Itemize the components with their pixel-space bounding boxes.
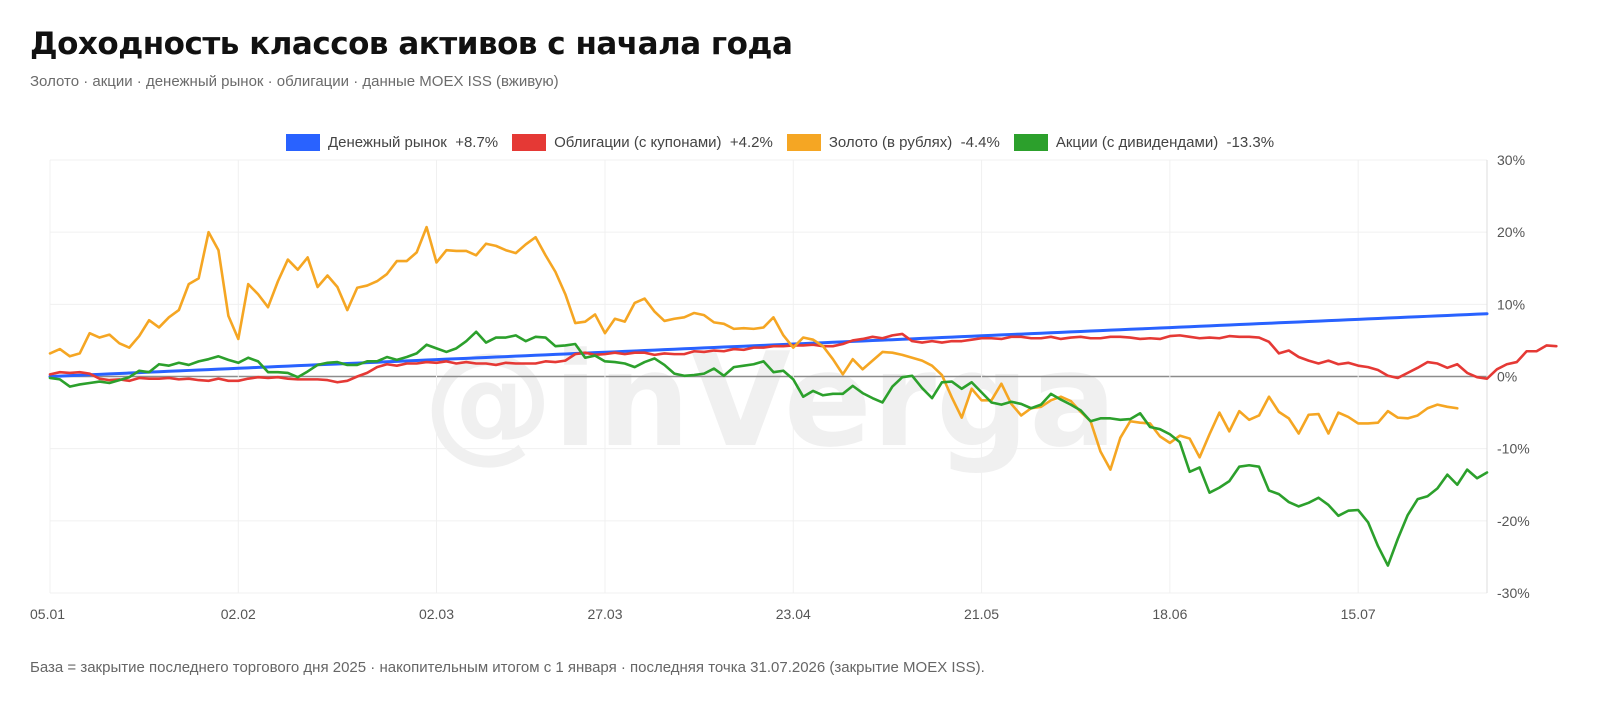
x-tick-label: 02.03	[419, 606, 454, 622]
y-tick-label: -20%	[1497, 513, 1530, 529]
chart-series	[48, 225, 1558, 567]
series-line-1	[48, 312, 1489, 378]
legend-item-stocks[interactable]: Акции (с дивидендами) -13.3%	[1013, 134, 1275, 151]
line-chart: @inVerga 30% 20% 10% 0% -10% -20% -30% 05.01 02…	[30, 152, 1558, 622]
x-tick-label: 15.07	[1341, 606, 1376, 622]
x-tick-label: 05.01	[30, 606, 65, 622]
y-tick-label: -30%	[1497, 585, 1530, 601]
y-tick-label: 20%	[1497, 224, 1525, 240]
series-line-2	[48, 332, 1558, 384]
y-tick-label: 10%	[1497, 296, 1525, 312]
series-line-3	[48, 225, 1459, 471]
legend-label: Акции (с дивидендами) -13.3%	[1055, 134, 1275, 151]
page-title: Доходность классов активов с начала года	[30, 26, 793, 62]
legend-swatch	[285, 134, 320, 151]
legend-item-bonds[interactable]: Облигации (с купонами) +4.2%	[512, 134, 773, 151]
series-line-4	[48, 330, 1489, 567]
chart-legend: Денежный рынок +8.7% Облигации (с купона…	[0, 134, 1560, 151]
legend-item-money-market[interactable]: Денежный рынок +8.7%	[285, 134, 499, 151]
legend-label: Облигации (с купонами) +4.2%	[554, 134, 773, 151]
legend-swatch	[1013, 134, 1048, 151]
legend-swatch	[786, 134, 821, 151]
y-tick-label: 30%	[1497, 152, 1525, 168]
y-tick-label: 0%	[1497, 369, 1517, 385]
legend-label: Золото (в рублях) -4.4%	[828, 134, 1000, 151]
page-subtitle: Золото · акции · денежный рынок · облига…	[30, 73, 559, 90]
x-tick-label: 02.02	[221, 606, 256, 622]
legend-item-gold[interactable]: Золото (в рублях) -4.4%	[786, 134, 1000, 151]
x-tick-label: 21.05	[964, 606, 999, 622]
chart-footnote: База = закрытие последнего торгового дня…	[30, 659, 985, 676]
y-tick-label: -10%	[1497, 441, 1530, 457]
x-tick-label: 23.04	[776, 606, 811, 622]
x-tick-label: 27.03	[587, 606, 622, 622]
y-axis-labels: 30% 20% 10% 0% -10% -20% -30%	[1497, 152, 1530, 601]
x-axis-labels: 05.01 02.02 02.03 27.03 23.04 21.05 18.06 15.07	[30, 606, 1376, 622]
x-tick-label: 18.06	[1152, 606, 1187, 622]
legend-swatch	[512, 134, 547, 151]
watermark: @inVerga	[423, 324, 1117, 476]
legend-label: Денежный рынок +8.7%	[327, 134, 499, 151]
